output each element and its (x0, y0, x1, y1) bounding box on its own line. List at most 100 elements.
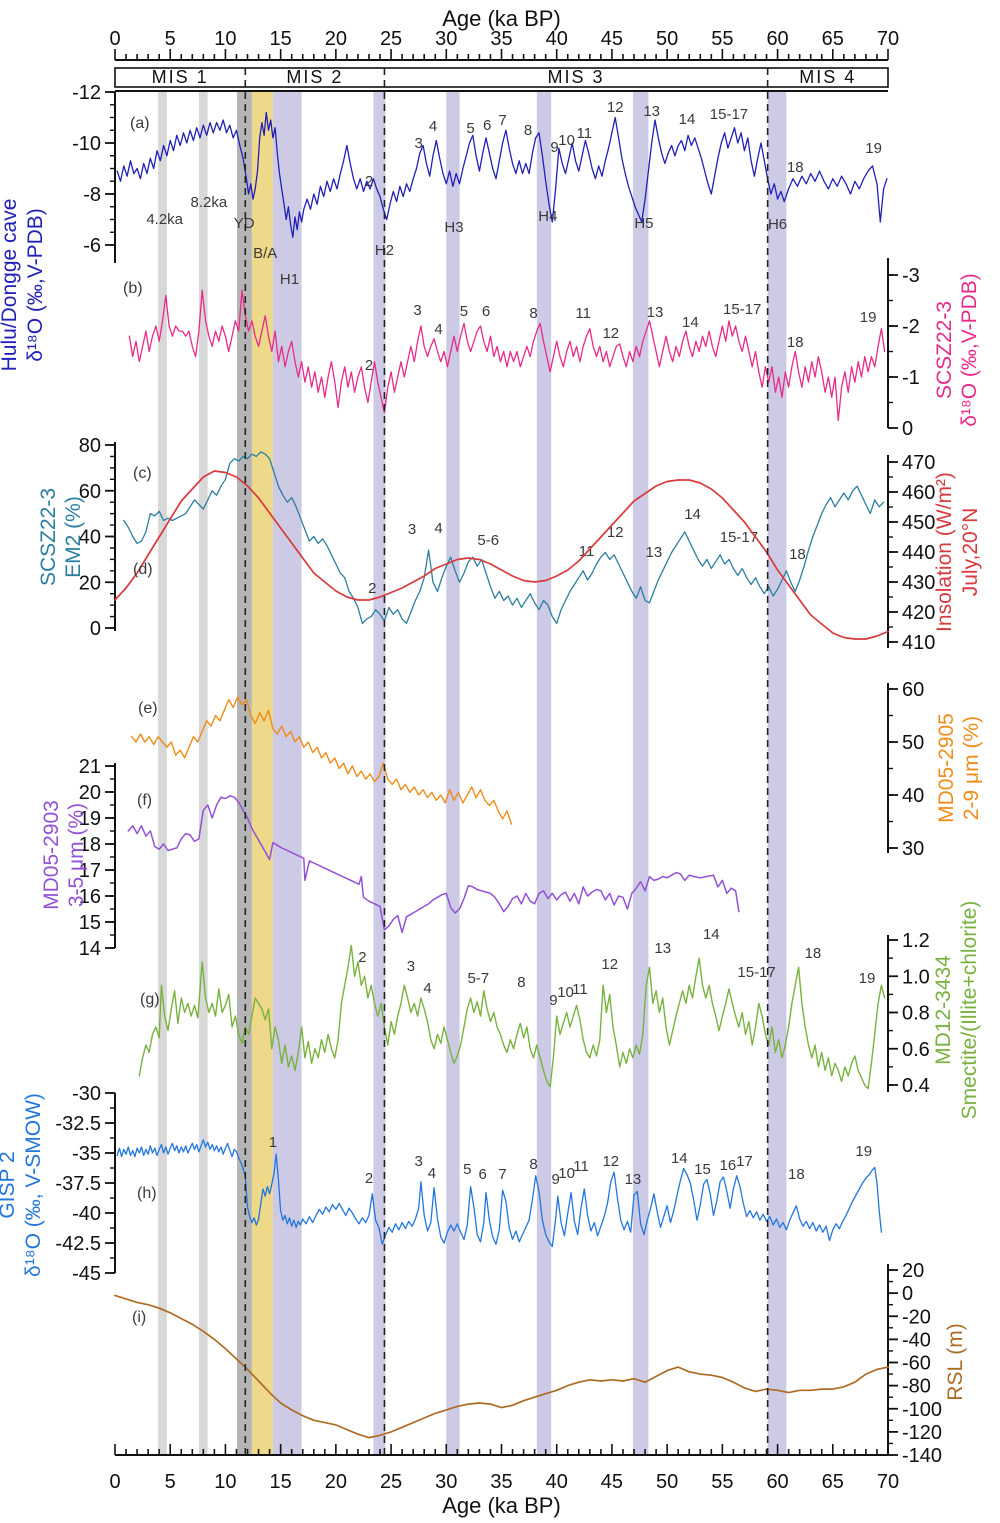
event-label-b-12: 12 (602, 325, 619, 342)
axis-title-a-line1: Hulu/Dongge cave (0, 199, 21, 372)
event-label-c-56: 5-6 (477, 532, 499, 549)
event-label-h-18: 18 (788, 1166, 805, 1183)
series-i-line (114, 1294, 889, 1439)
event-label-b-19: 19 (860, 309, 877, 326)
series-h-line (116, 1139, 883, 1248)
event-band-H4 (536, 91, 552, 1455)
event-label-b-3: 3 (413, 302, 421, 319)
event-label-h-7: 7 (498, 1166, 506, 1183)
axis-tick-label-a: -6 (83, 235, 101, 257)
event-label-a-5: 5 (466, 120, 474, 137)
event-label-g-11: 11 (572, 981, 588, 998)
series-f-line (127, 795, 740, 934)
axis-tick-label-g: 0.8 (902, 1003, 930, 1025)
event-label-h-10: 10 (558, 1165, 575, 1182)
axis-tick-label-h: -35 (72, 1143, 101, 1165)
event-label-c-14: 14 (684, 506, 701, 523)
axis-tick-label-i: -40 (902, 1329, 931, 1351)
axis-title-b-line1: SCSZ22-3 (933, 301, 956, 399)
top-tick-label: 5 (165, 28, 176, 50)
event-label-a-19: 19 (865, 140, 882, 157)
event-band-H5 (632, 91, 649, 1455)
bottom-tick-label: 30 (435, 1471, 457, 1493)
bottom-tick-label: 50 (656, 1471, 678, 1493)
axis-title-d-line2: July,20°N (959, 508, 982, 597)
event-label-g-14: 14 (703, 926, 720, 943)
event-label-h-9: 9 (551, 1171, 559, 1188)
event-label-a-4: 4 (429, 118, 437, 135)
axis-title-e-line1: MD05-2905 (935, 713, 958, 823)
event-band-H1 (272, 91, 302, 1455)
axis-tick-label-g: 1.2 (902, 930, 930, 952)
axis-tick-label-i: -140 (902, 1445, 942, 1467)
event-label-a-6: 6 (483, 117, 491, 134)
event-band-H6 (767, 91, 787, 1455)
panel-letter-c: (c) (133, 465, 152, 482)
axis-title-c-line1: SCSZ22-3 (37, 488, 60, 586)
top-tick-label: 0 (109, 28, 120, 50)
event-label-a-12: 12 (607, 99, 624, 116)
axis-title-h-line2: δ¹⁸O (‰, V-SMOW) (22, 1093, 45, 1277)
series-d-line (114, 470, 889, 640)
axis-tick-label-f: 19 (79, 808, 101, 830)
event-label-a-H1: H1 (280, 271, 299, 288)
axis-tick-label-f: 17 (79, 860, 101, 882)
event-band-H3 (446, 91, 460, 1455)
event-label-h-17: 17 (736, 1153, 753, 1170)
event-label-h-12: 12 (602, 1153, 619, 1170)
event-label-c-2: 2 (368, 580, 376, 597)
event-label-g-10: 10 (557, 984, 574, 1001)
event-band-8.2ka (198, 91, 208, 1455)
panel-letter-g: (g) (140, 991, 160, 1008)
axis-tick-label-c: 20 (79, 572, 101, 594)
axis-tick-label-f: 14 (79, 938, 101, 960)
bottom-tick-label: 65 (822, 1471, 844, 1493)
event-label-a-H6: H6 (768, 216, 787, 233)
event-label-b-18: 18 (787, 334, 804, 351)
event-label-c-3: 3 (408, 521, 416, 538)
bottom-tick-label: 55 (711, 1471, 733, 1493)
event-label-a-H4: H4 (538, 208, 557, 225)
bottom-tick-label: 70 (877, 1471, 899, 1493)
mis-zone-label: MIS 4 (799, 67, 856, 87)
panel-letter-e: (e) (138, 700, 158, 717)
top-tick-label: 70 (877, 28, 899, 50)
axis-tick-label-d: 470 (902, 452, 935, 474)
axis-title-i-line1: RSL (m) (944, 1323, 967, 1400)
axis-tick-label-e: 60 (902, 679, 924, 701)
event-label-g-9: 9 (549, 992, 557, 1009)
event-label-b-14: 14 (682, 314, 699, 331)
axis-tick-label-h: -40 (72, 1203, 101, 1225)
event-label-g-57: 5-7 (467, 970, 489, 987)
axis-tick-label-e: 30 (902, 838, 924, 860)
mis-zone-label: MIS 1 (152, 67, 209, 87)
panel-letter-f: (f) (137, 792, 152, 809)
axis-title-g-line2: Smectite/(Illite+chlorite) (958, 901, 981, 1120)
axis-tick-label-c: 40 (79, 527, 101, 549)
axis-title-c-line2: EM2 (%) (62, 496, 85, 578)
event-band-YD (237, 91, 252, 1455)
panel-letter-d: (d) (133, 561, 153, 578)
bottom-axis-title: Age (ka BP) (442, 1493, 561, 1518)
event-label-g-2: 2 (358, 949, 366, 966)
top-tick-label: 65 (822, 28, 844, 50)
axis-tick-label-i: -100 (902, 1399, 942, 1421)
event-label-a-18: 18 (787, 159, 804, 176)
bottom-tick-label: 60 (766, 1471, 788, 1493)
event-label-g-18: 18 (805, 945, 822, 962)
event-label-g-1517: 15-17 (737, 964, 775, 981)
event-label-c-4: 4 (434, 520, 442, 537)
axis-tick-label-c: 0 (90, 618, 101, 640)
bottom-tick-label: 15 (270, 1471, 292, 1493)
event-label-a-13: 13 (643, 103, 660, 120)
axis-tick-label-b: -2 (902, 316, 920, 338)
event-label-g-8: 8 (517, 974, 525, 991)
event-label-a-BA: B/A (253, 245, 277, 262)
axis-tick-label-a: -12 (72, 82, 101, 104)
top-tick-label: 25 (380, 28, 402, 50)
event-label-b-11: 11 (575, 305, 591, 322)
bottom-tick-label: 35 (490, 1471, 512, 1493)
event-label-h-14: 14 (671, 1150, 688, 1167)
